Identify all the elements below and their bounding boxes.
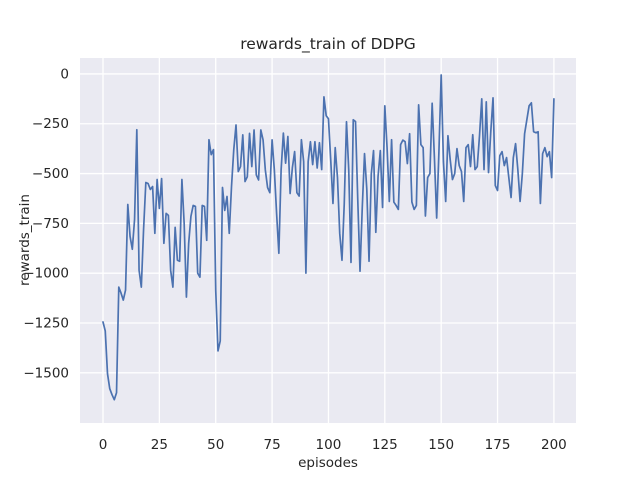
x-axis-label: episodes xyxy=(298,455,358,471)
x-tick-label: 125 xyxy=(372,437,398,453)
y-tick-label: −1500 xyxy=(23,365,69,381)
x-tick-label: 50 xyxy=(207,437,224,453)
x-tick-label: 200 xyxy=(541,437,567,453)
y-tick-label: 0 xyxy=(60,66,69,82)
y-tick-label: −1000 xyxy=(23,266,69,282)
y-tick-label: −1250 xyxy=(23,315,69,331)
x-tick-labels: 0 25 50 75 100 125 150 175 200 xyxy=(99,437,567,453)
x-tick-label: 150 xyxy=(428,437,454,453)
y-tick-label: −500 xyxy=(32,166,69,182)
x-tick-label: 175 xyxy=(485,437,511,453)
y-tick-labels: 0 −250 −500 −750 −1000 −1250 −1500 xyxy=(23,66,69,381)
y-axis-label: rewards_train xyxy=(17,194,33,286)
x-tick-label: 25 xyxy=(151,437,168,453)
x-tick-label: 0 xyxy=(99,437,108,453)
x-tick-label: 100 xyxy=(316,437,342,453)
y-tick-label: −250 xyxy=(32,116,69,132)
chart-title: rewards_train of DDPG xyxy=(240,35,416,54)
x-tick-label: 75 xyxy=(263,437,280,453)
y-tick-label: −750 xyxy=(32,216,69,232)
rewards-train-line xyxy=(102,74,555,401)
